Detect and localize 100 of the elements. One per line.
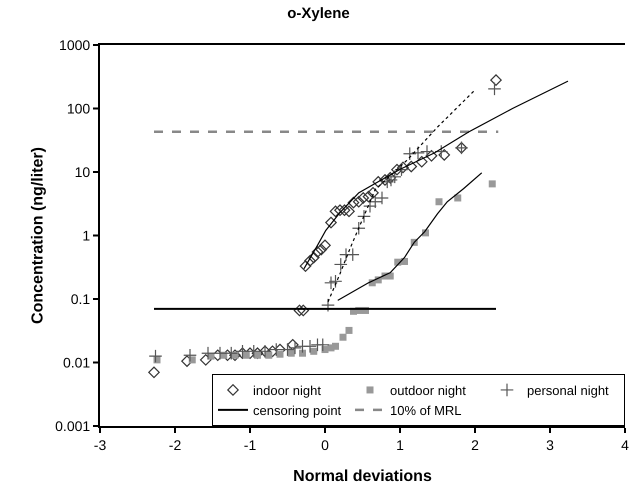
point — [213, 346, 227, 360]
point — [201, 346, 215, 360]
point — [340, 334, 346, 341]
point — [304, 254, 316, 267]
legend-label: 10% of MRL — [390, 402, 462, 418]
point — [328, 274, 342, 288]
y-tick-label: 1 — [82, 227, 90, 244]
point — [325, 216, 337, 228]
point — [280, 342, 294, 356]
point — [391, 164, 403, 176]
point — [269, 342, 284, 356]
point — [426, 150, 438, 162]
point — [181, 355, 193, 367]
point — [286, 339, 299, 351]
point — [388, 170, 402, 184]
point — [367, 187, 379, 199]
point — [265, 352, 272, 359]
point — [343, 206, 355, 218]
point — [420, 144, 434, 158]
point — [288, 340, 302, 355]
y-tick-label: 0.01 — [62, 354, 90, 370]
point — [266, 346, 278, 358]
line-series — [337, 172, 482, 302]
point — [436, 198, 442, 206]
point — [357, 209, 371, 224]
point — [246, 344, 261, 358]
point — [303, 339, 317, 354]
point — [405, 160, 418, 172]
point — [334, 258, 348, 272]
point — [148, 366, 160, 378]
point — [242, 352, 250, 359]
legend-label: outdoor night — [390, 383, 466, 398]
point — [229, 349, 241, 362]
chart-title: o-Xylene — [287, 4, 350, 22]
point — [330, 206, 342, 218]
point — [375, 191, 389, 205]
point — [310, 348, 318, 355]
legend-label: personal night — [527, 383, 610, 398]
point — [434, 144, 448, 158]
x-axis-title: Normal deviations — [293, 468, 432, 485]
point — [488, 82, 502, 96]
point — [315, 244, 328, 256]
point — [379, 174, 391, 186]
point — [348, 196, 360, 208]
point — [454, 194, 462, 202]
point — [352, 221, 366, 236]
point — [402, 146, 417, 161]
point — [319, 240, 331, 252]
y-tick-label: 100 — [66, 100, 90, 116]
point — [183, 348, 197, 362]
point — [488, 180, 496, 188]
y-tick-label: 10 — [74, 164, 90, 180]
point — [416, 156, 428, 168]
point — [299, 350, 306, 357]
point — [312, 246, 324, 258]
point — [200, 354, 212, 366]
point — [294, 304, 306, 316]
point — [316, 338, 330, 352]
x-tick-label: 0 — [321, 436, 330, 453]
y-axis-title: Concentration (ng/liter) — [30, 147, 47, 324]
point — [357, 192, 370, 204]
y-tick-label: 1000 — [59, 36, 90, 53]
point — [394, 162, 408, 177]
point — [332, 342, 339, 350]
point — [297, 304, 310, 316]
point — [386, 272, 394, 280]
point — [276, 350, 284, 358]
point — [338, 204, 350, 216]
point — [380, 174, 394, 189]
y-tick-label: 0.001 — [55, 418, 90, 434]
point — [397, 162, 409, 174]
point — [352, 196, 365, 208]
legend-label: censoring point — [253, 402, 342, 418]
x-tick-label: 1 — [396, 436, 404, 453]
point — [411, 146, 425, 160]
x-tick-label: -3 — [94, 436, 106, 453]
point — [224, 346, 238, 360]
point — [362, 190, 374, 202]
point — [308, 252, 320, 264]
point — [300, 260, 312, 272]
point — [490, 74, 502, 86]
point — [368, 194, 382, 209]
x-tick-label: 3 — [546, 436, 554, 453]
legend-label: indoor night — [253, 383, 322, 398]
point — [363, 199, 377, 214]
x-tick-label: -2 — [168, 436, 182, 453]
y-tick-label: 0.1 — [70, 290, 90, 307]
point — [334, 204, 346, 216]
point — [384, 173, 398, 187]
point — [148, 349, 162, 364]
point — [324, 276, 338, 290]
point — [372, 176, 384, 188]
point — [321, 298, 335, 312]
x-tick-label: 2 — [471, 436, 480, 453]
x-tick-label: 4 — [621, 436, 630, 453]
point — [236, 344, 250, 358]
x-tick-label: -1 — [244, 436, 256, 453]
point — [346, 248, 360, 262]
point — [438, 149, 450, 161]
point — [346, 326, 352, 334]
